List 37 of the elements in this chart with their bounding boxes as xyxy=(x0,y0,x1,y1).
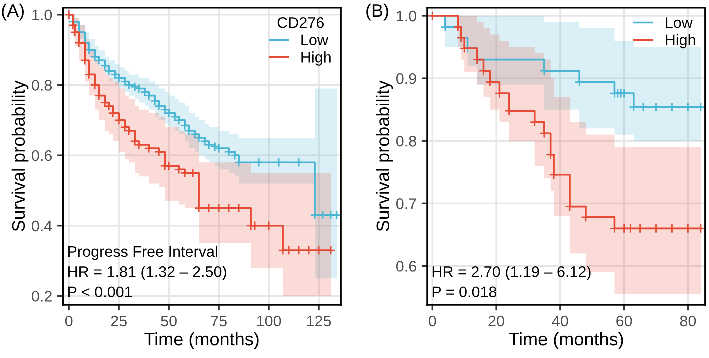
x-tick-label: 75 xyxy=(211,316,227,327)
y-tick-label: 0.8 xyxy=(396,136,416,147)
legend-label: High xyxy=(666,34,696,49)
y-tick-label: 0.9 xyxy=(396,73,416,84)
legend-label: Low xyxy=(302,34,329,46)
annotation: HR = 2.70 (1.19 – 6.12) xyxy=(432,266,591,280)
x-tick-label: 125 xyxy=(307,316,332,327)
chart-title: (B) xyxy=(366,4,388,21)
legend-title: CD276 xyxy=(278,17,324,28)
annotation: HR = 1.81 (1.32 – 2.50) xyxy=(68,266,226,280)
y-axis-title: Survival probability xyxy=(12,80,29,232)
y-tick-label: 1.0 xyxy=(397,10,417,22)
y-tick-label: 1.0 xyxy=(32,10,52,21)
y-tick-label: 0.6 xyxy=(396,261,416,272)
annotation: P < 0.001 xyxy=(68,286,132,298)
legend-label: High xyxy=(302,52,331,66)
y-tick-label: 0.6 xyxy=(32,150,52,162)
x-tick-label: 80 xyxy=(680,316,696,327)
annotation: P = 0.018 xyxy=(432,286,497,298)
x-tick-label: 25 xyxy=(111,316,127,327)
y-tick-label: 0.7 xyxy=(396,198,416,210)
y-tick-label: 0.4 xyxy=(32,220,52,232)
x-tick-label: 50 xyxy=(161,316,177,327)
x-tick-label: 0 xyxy=(428,316,436,327)
x-tick-label: 100 xyxy=(257,316,282,327)
x-axis-title: Time (months) xyxy=(144,332,259,350)
annotation: Progress Free Interval xyxy=(68,246,218,260)
x-tick-label: 20 xyxy=(488,316,504,327)
y-tick-label: 0.8 xyxy=(32,80,52,91)
x-tick-label: 0 xyxy=(65,316,73,327)
x-tick-label: 60 xyxy=(616,316,632,327)
chart-title: (A) xyxy=(2,4,24,21)
y-axis-title: Survival probability xyxy=(376,80,394,232)
legend-label: Low xyxy=(666,18,693,28)
x-tick-label: 40 xyxy=(552,316,568,327)
x-axis-title: Time (months) xyxy=(509,332,624,350)
y-tick-label: 0.2 xyxy=(32,291,52,302)
